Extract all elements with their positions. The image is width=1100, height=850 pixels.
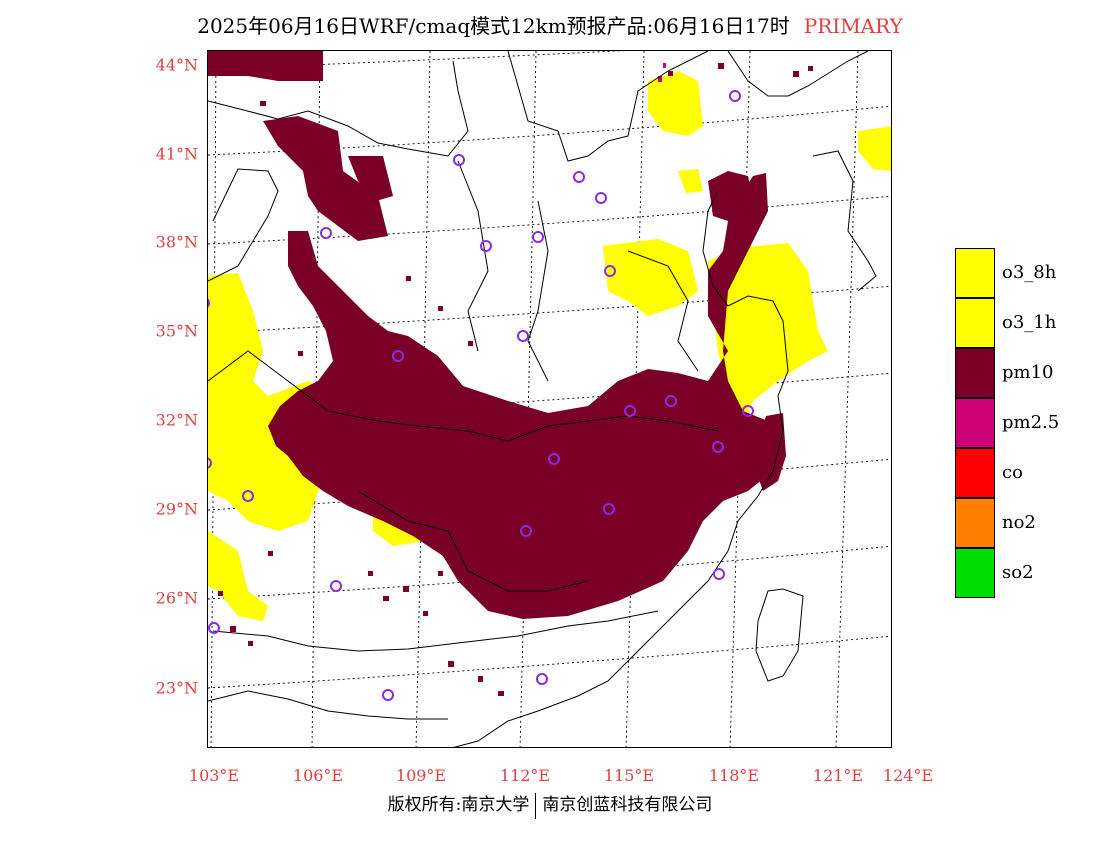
forecast-map <box>207 50 892 748</box>
legend-swatch <box>955 348 995 398</box>
lon-label-115: 115°E <box>603 766 655 785</box>
pm25-scatter <box>658 63 666 82</box>
legend-swatch <box>955 398 995 448</box>
map-canvas <box>208 51 891 747</box>
title-tag: PRIMARY <box>803 14 903 38</box>
legend-swatch <box>955 448 995 498</box>
pm10-region <box>208 51 786 619</box>
legend-swatch <box>955 298 995 348</box>
legend-label: no2 <box>1002 512 1036 533</box>
lat-label-32: 32°N <box>155 410 198 430</box>
copyright-footer: 版权所有:南京大学 南京创蓝科技有限公司 <box>0 790 1100 819</box>
legend-label: pm10 <box>1002 362 1054 383</box>
title-main: 2025年06月16日WRF/cmaq模式12km预报产品:06月16日17时 <box>197 14 790 38</box>
lon-label-106: 106°E <box>292 766 344 785</box>
legend-swatch <box>955 248 995 298</box>
lat-label-29: 29°N <box>155 499 198 519</box>
map-title: 2025年06月16日WRF/cmaq模式12km预报产品:06月16日17时 P… <box>0 10 1100 39</box>
lon-label-103: 103°E <box>188 766 240 785</box>
legend-swatch <box>955 548 995 598</box>
copyright-left: 版权所有:南京大学 <box>387 795 530 815</box>
copyright-separator <box>535 792 537 819</box>
lon-label-121: 121°E <box>812 766 864 785</box>
lat-label-38: 38°N <box>155 232 198 252</box>
lon-label-118: 118°E <box>708 766 760 785</box>
lat-label-44: 44°N <box>155 55 198 75</box>
legend-swatch <box>955 498 995 548</box>
legend-label: so2 <box>1002 562 1034 583</box>
lat-label-35: 35°N <box>155 321 198 341</box>
legend-label: pm2.5 <box>1002 412 1060 433</box>
lon-label-112: 112°E <box>499 766 551 785</box>
lon-label-109: 109°E <box>395 766 447 785</box>
lat-label-26: 26°N <box>155 588 198 608</box>
pm10-scatter <box>218 63 813 696</box>
lat-label-41: 41°N <box>155 144 198 164</box>
lat-label-23: 23°N <box>155 678 198 698</box>
legend-label: co <box>1002 462 1023 483</box>
station-markers <box>208 90 754 701</box>
copyright-right: 南京创蓝科技有限公司 <box>542 795 713 815</box>
legend-label: o3_8h <box>1002 262 1057 283</box>
lon-label-124: 124°E <box>882 766 934 785</box>
legend-label: o3_1h <box>1002 312 1057 333</box>
